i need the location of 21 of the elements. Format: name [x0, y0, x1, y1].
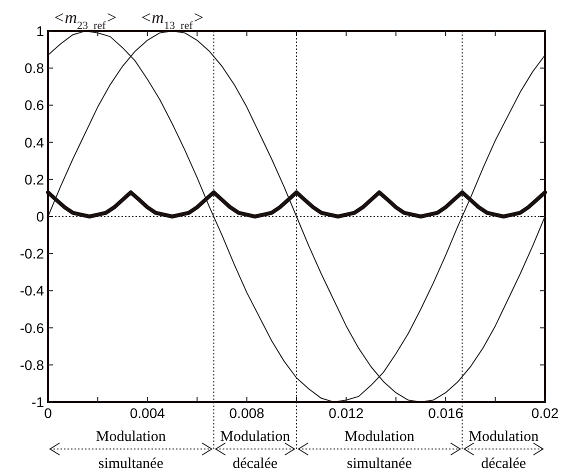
y-tick-label: -0.2	[20, 246, 44, 262]
y-tick-label: 0	[36, 208, 44, 224]
x-tick-label: 0.02	[531, 405, 559, 421]
y-tick-label: -1	[32, 394, 44, 410]
text: Modulation décalée	[468, 429, 540, 472]
text: Modulation simultanée	[96, 429, 166, 472]
x-tick-label: 0.008	[229, 405, 265, 421]
line-series	[48, 30, 546, 402]
y-tick-label: -0.6	[20, 320, 44, 336]
x-tick-label: 0.016	[428, 405, 464, 421]
y-tick-label: 0.8	[24, 60, 44, 76]
y-tick-label: 0.6	[24, 97, 44, 114]
y-tick-label: 0.2	[24, 171, 44, 188]
text: Modulation simultanée	[344, 429, 415, 472]
x-tick-label: 0.004	[130, 405, 166, 421]
y-tick-label: -0.4	[20, 282, 44, 299]
text: Modulation décalée	[220, 429, 291, 472]
y-tick-label: -0.8	[20, 356, 44, 373]
y-tick-label: 1	[36, 23, 44, 39]
y-tick-label: 0.4	[24, 134, 44, 150]
x-tick-label: 0.012	[328, 405, 364, 421]
